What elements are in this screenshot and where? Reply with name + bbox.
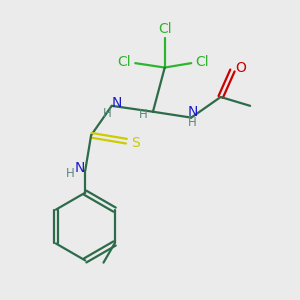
- Text: N: N: [74, 161, 85, 175]
- Text: N: N: [112, 96, 122, 110]
- Text: H: H: [139, 108, 148, 121]
- Text: Cl: Cl: [158, 22, 172, 36]
- Text: Cl: Cl: [196, 55, 209, 69]
- Text: N: N: [188, 105, 198, 119]
- Text: H: H: [188, 116, 197, 129]
- Text: Cl: Cl: [117, 55, 131, 69]
- Text: H: H: [66, 167, 75, 180]
- Text: H: H: [103, 107, 112, 120]
- Text: O: O: [235, 61, 246, 75]
- Text: S: S: [131, 136, 140, 150]
